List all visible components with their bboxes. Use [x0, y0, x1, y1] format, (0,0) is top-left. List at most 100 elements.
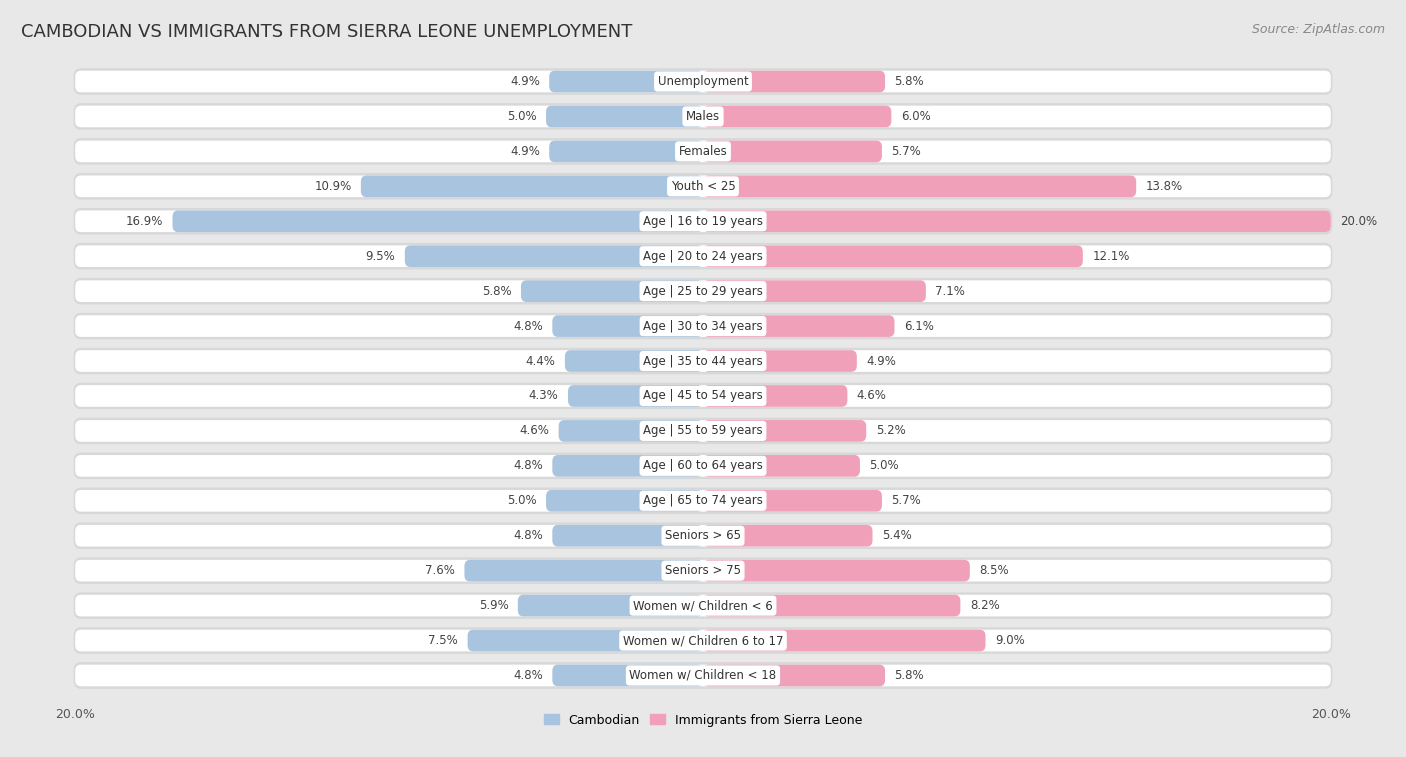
Text: Women w/ Children < 6: Women w/ Children < 6 — [633, 599, 773, 612]
Text: Seniors > 65: Seniors > 65 — [665, 529, 741, 542]
Text: 4.8%: 4.8% — [513, 319, 543, 332]
Text: 5.8%: 5.8% — [894, 669, 924, 682]
FancyBboxPatch shape — [75, 490, 1331, 512]
Text: Age | 20 to 24 years: Age | 20 to 24 years — [643, 250, 763, 263]
Text: 5.9%: 5.9% — [478, 599, 509, 612]
FancyBboxPatch shape — [75, 420, 1331, 442]
Text: 5.0%: 5.0% — [508, 110, 537, 123]
FancyBboxPatch shape — [75, 560, 1331, 581]
FancyBboxPatch shape — [73, 278, 1333, 304]
Text: 9.5%: 9.5% — [366, 250, 395, 263]
Text: 7.1%: 7.1% — [935, 285, 965, 298]
FancyBboxPatch shape — [75, 70, 1331, 92]
Text: 8.5%: 8.5% — [979, 564, 1010, 577]
Text: CAMBODIAN VS IMMIGRANTS FROM SIERRA LEONE UNEMPLOYMENT: CAMBODIAN VS IMMIGRANTS FROM SIERRA LEON… — [21, 23, 633, 41]
Text: Age | 35 to 44 years: Age | 35 to 44 years — [643, 354, 763, 368]
Text: 7.6%: 7.6% — [425, 564, 456, 577]
Text: Seniors > 75: Seniors > 75 — [665, 564, 741, 577]
FancyBboxPatch shape — [703, 490, 882, 512]
FancyBboxPatch shape — [703, 525, 873, 547]
Text: 4.8%: 4.8% — [513, 669, 543, 682]
FancyBboxPatch shape — [553, 315, 703, 337]
FancyBboxPatch shape — [703, 210, 1331, 232]
FancyBboxPatch shape — [73, 488, 1333, 514]
FancyBboxPatch shape — [73, 628, 1333, 654]
FancyBboxPatch shape — [73, 418, 1333, 444]
FancyBboxPatch shape — [75, 280, 1331, 302]
FancyBboxPatch shape — [73, 453, 1333, 479]
FancyBboxPatch shape — [568, 385, 703, 407]
FancyBboxPatch shape — [703, 176, 1136, 197]
Text: Age | 16 to 19 years: Age | 16 to 19 years — [643, 215, 763, 228]
Text: Age | 45 to 54 years: Age | 45 to 54 years — [643, 389, 763, 403]
FancyBboxPatch shape — [517, 595, 703, 616]
FancyBboxPatch shape — [703, 665, 884, 687]
Text: Age | 65 to 74 years: Age | 65 to 74 years — [643, 494, 763, 507]
FancyBboxPatch shape — [73, 347, 1333, 374]
FancyBboxPatch shape — [550, 70, 703, 92]
FancyBboxPatch shape — [546, 490, 703, 512]
Text: 9.0%: 9.0% — [995, 634, 1025, 647]
FancyBboxPatch shape — [73, 68, 1333, 95]
Text: Age | 25 to 29 years: Age | 25 to 29 years — [643, 285, 763, 298]
Text: 4.6%: 4.6% — [856, 389, 887, 403]
Text: 5.7%: 5.7% — [891, 145, 921, 158]
Text: 7.5%: 7.5% — [429, 634, 458, 647]
FancyBboxPatch shape — [73, 208, 1333, 235]
FancyBboxPatch shape — [75, 350, 1331, 372]
Text: 8.2%: 8.2% — [970, 599, 1000, 612]
FancyBboxPatch shape — [468, 630, 703, 651]
FancyBboxPatch shape — [553, 665, 703, 687]
Text: Age | 30 to 34 years: Age | 30 to 34 years — [643, 319, 763, 332]
FancyBboxPatch shape — [75, 455, 1331, 477]
FancyBboxPatch shape — [703, 630, 986, 651]
FancyBboxPatch shape — [173, 210, 703, 232]
Legend: Cambodian, Immigrants from Sierra Leone: Cambodian, Immigrants from Sierra Leone — [538, 709, 868, 731]
Text: 4.3%: 4.3% — [529, 389, 558, 403]
FancyBboxPatch shape — [73, 383, 1333, 410]
FancyBboxPatch shape — [75, 315, 1331, 337]
Text: Source: ZipAtlas.com: Source: ZipAtlas.com — [1251, 23, 1385, 36]
Text: 6.0%: 6.0% — [901, 110, 931, 123]
FancyBboxPatch shape — [546, 106, 703, 127]
FancyBboxPatch shape — [73, 592, 1333, 619]
FancyBboxPatch shape — [553, 525, 703, 547]
FancyBboxPatch shape — [703, 595, 960, 616]
Text: 4.6%: 4.6% — [519, 425, 550, 438]
Text: 5.0%: 5.0% — [869, 459, 898, 472]
FancyBboxPatch shape — [553, 455, 703, 477]
FancyBboxPatch shape — [703, 141, 882, 162]
FancyBboxPatch shape — [75, 665, 1331, 687]
FancyBboxPatch shape — [550, 141, 703, 162]
FancyBboxPatch shape — [73, 103, 1333, 129]
FancyBboxPatch shape — [73, 522, 1333, 549]
Text: 10.9%: 10.9% — [314, 180, 352, 193]
FancyBboxPatch shape — [703, 315, 894, 337]
FancyBboxPatch shape — [73, 557, 1333, 584]
Text: 5.8%: 5.8% — [894, 75, 924, 88]
Text: Age | 60 to 64 years: Age | 60 to 64 years — [643, 459, 763, 472]
Text: 4.4%: 4.4% — [526, 354, 555, 368]
FancyBboxPatch shape — [73, 138, 1333, 165]
FancyBboxPatch shape — [464, 560, 703, 581]
Text: 4.9%: 4.9% — [510, 145, 540, 158]
FancyBboxPatch shape — [75, 176, 1331, 197]
FancyBboxPatch shape — [703, 106, 891, 127]
Text: Females: Females — [679, 145, 727, 158]
FancyBboxPatch shape — [75, 106, 1331, 127]
FancyBboxPatch shape — [703, 455, 860, 477]
FancyBboxPatch shape — [405, 245, 703, 267]
FancyBboxPatch shape — [703, 350, 856, 372]
Text: 5.2%: 5.2% — [876, 425, 905, 438]
Text: 20.0%: 20.0% — [1340, 215, 1378, 228]
Text: 4.9%: 4.9% — [510, 75, 540, 88]
Text: 12.1%: 12.1% — [1092, 250, 1129, 263]
FancyBboxPatch shape — [73, 173, 1333, 200]
FancyBboxPatch shape — [522, 280, 703, 302]
FancyBboxPatch shape — [565, 350, 703, 372]
Text: 16.9%: 16.9% — [125, 215, 163, 228]
Text: 5.0%: 5.0% — [508, 494, 537, 507]
FancyBboxPatch shape — [703, 280, 927, 302]
Text: Women w/ Children 6 to 17: Women w/ Children 6 to 17 — [623, 634, 783, 647]
Text: 5.8%: 5.8% — [482, 285, 512, 298]
